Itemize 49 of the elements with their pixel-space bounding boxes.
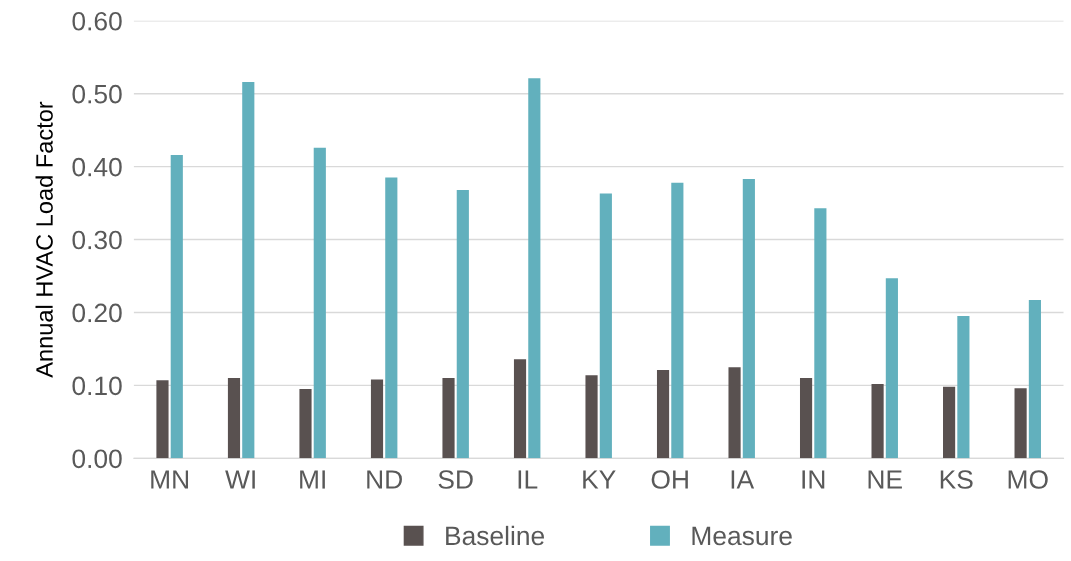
x-tick-label: MI [300, 470, 325, 489]
bar [943, 386, 956, 459]
x-tick-label: IL [518, 470, 538, 489]
x-tick-label: IA [731, 470, 755, 489]
bar [513, 359, 527, 459]
y-tick-label: 0.00 [72, 449, 122, 469]
bar [313, 147, 326, 459]
x-tick-label: MO [1008, 470, 1048, 489]
legend-label: Baseline [446, 525, 545, 546]
bar [385, 177, 398, 459]
bar [728, 367, 741, 459]
bar [370, 379, 384, 459]
y-tick-label: 0.10 [72, 376, 122, 396]
y-tick-label: 0.40 [72, 157, 122, 177]
x-tick-label: IN [802, 470, 825, 489]
bar [599, 193, 612, 459]
legend-label: Measure [692, 526, 792, 546]
bar [871, 383, 884, 459]
bar [814, 208, 827, 459]
bar [170, 154, 183, 459]
x-tick-label: MN [151, 470, 188, 489]
bar [671, 182, 684, 459]
bar [156, 380, 169, 459]
y-tick-label: 0.50 [72, 84, 122, 104]
y-tick-label: 0.60 [72, 11, 122, 31]
bar [1014, 388, 1027, 459]
x-tick-label: WI [225, 470, 255, 489]
x-tick-label: KS [940, 470, 973, 489]
bar [227, 378, 241, 459]
bar [656, 370, 670, 459]
x-tick-label: NE [868, 470, 902, 489]
x-tick-label: KY [583, 470, 616, 489]
bar [957, 316, 970, 459]
bar [885, 278, 898, 459]
y-axis-title: Annual HVAC Load Factor [35, 101, 53, 378]
bar [442, 378, 455, 459]
bar [799, 378, 813, 459]
x-tick-label: SD [438, 470, 473, 489]
x-tick-label: ND [367, 470, 402, 489]
y-tick-label: 0.20 [72, 303, 122, 323]
bar [299, 389, 312, 459]
bar [456, 189, 469, 459]
y-tick-label: 0.30 [72, 230, 122, 250]
x-tick-label: OH [651, 470, 688, 489]
bar [742, 179, 755, 459]
bar [528, 78, 541, 459]
bar [585, 375, 598, 459]
bar [1028, 300, 1041, 459]
bar [242, 82, 255, 459]
